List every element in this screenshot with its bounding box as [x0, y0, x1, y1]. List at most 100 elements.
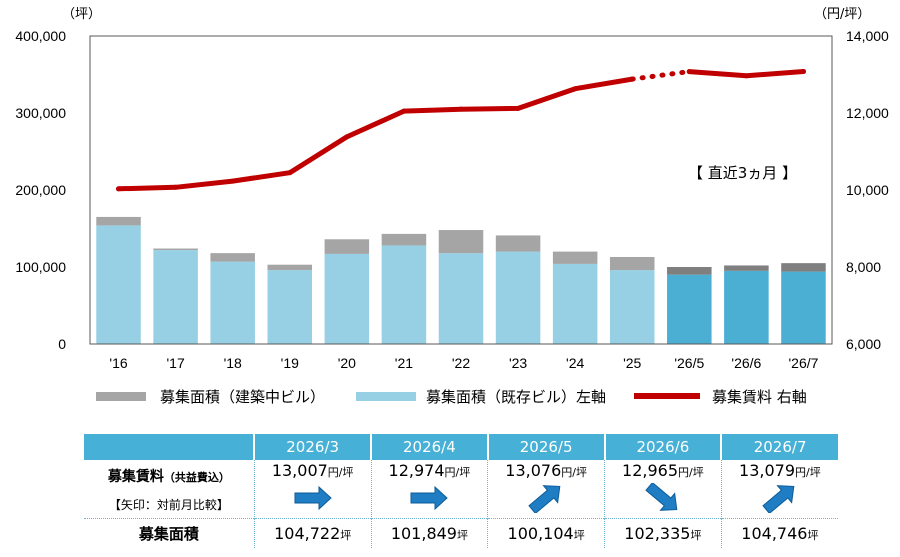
table-header-blank — [84, 434, 256, 460]
rent-value: 12,974 — [388, 460, 445, 480]
left-tick-label: 0 — [58, 336, 66, 352]
x-tick-label: '20 — [338, 355, 356, 371]
table-header-month: 2026/6 — [604, 434, 723, 460]
bar-construction — [324, 239, 370, 254]
up-arrow-icon — [762, 484, 795, 514]
rent-line-gap — [629, 69, 692, 82]
recent-months-table: 2026/3 2026/4 2026/5 2026/6 2026/7 募集賃料（… — [84, 434, 838, 548]
x-tick-label: '17 — [166, 355, 184, 371]
area-unit: 坪 — [456, 528, 468, 542]
right-tick-label: 6,000 — [846, 336, 881, 352]
rent-value-line: 12,965円/坪 — [605, 461, 721, 480]
rent-value-line: 13,076円/坪 — [488, 461, 604, 480]
plot-frame — [89, 35, 833, 345]
rent-unit: 円/坪 — [678, 465, 704, 479]
legend-swatch-rent — [634, 393, 700, 399]
left-tick-label: 100,000 — [15, 259, 66, 275]
flat-arrow-icon — [410, 485, 449, 510]
table-header-month: 2026/4 — [371, 434, 489, 460]
bar-construction — [495, 235, 541, 252]
x-tick-label: '21 — [395, 355, 413, 371]
rent-point — [344, 134, 350, 140]
area-unit: 坪 — [807, 528, 819, 542]
left-tick-label: 200,000 — [15, 182, 66, 198]
legend-swatch-construction — [96, 392, 146, 401]
x-tick-label: '25 — [623, 355, 641, 371]
legend-swatch-existing — [356, 392, 416, 401]
area-value: 104,722 — [274, 523, 341, 543]
legend: 募集面積（建築中ビル） 募集面積（既存ビル）左軸 募集賃料 右軸 — [96, 388, 807, 406]
bar-existing — [324, 253, 370, 344]
bar-construction — [267, 264, 313, 271]
x-tick-label: '22 — [452, 355, 470, 371]
legend-label-rent: 募集賃料 右軸 — [712, 388, 807, 406]
rent-value: 13,079 — [739, 460, 795, 480]
rent-point — [173, 184, 179, 190]
flat-arrow-icon — [294, 485, 332, 510]
bar-existing — [153, 250, 198, 344]
rent-point — [401, 108, 407, 114]
rent-value: 12,965 — [622, 460, 678, 480]
rent-unit: 円/坪 — [444, 465, 471, 479]
x-tick-label: '18 — [224, 355, 242, 371]
rent-point — [458, 106, 464, 112]
bar-construction — [96, 216, 141, 226]
rent-unit: 円/坪 — [327, 465, 354, 479]
area-row-label: 募集面積 — [84, 517, 255, 548]
up-arrow-icon — [528, 484, 561, 514]
area-value: 101,849 — [390, 523, 457, 543]
rent-point — [116, 186, 122, 192]
rent-cell: 13,007円/坪 — [253, 460, 372, 518]
right-tick-label: 14,000 — [846, 28, 889, 44]
bar-construction — [210, 253, 255, 262]
rent-point — [287, 170, 293, 176]
bar-existing — [667, 274, 712, 344]
area-value: 104,746 — [741, 523, 808, 543]
rent-label-note: （共益費込） — [163, 471, 230, 485]
bar-construction — [667, 267, 712, 275]
rent-label: 募集賃料 — [107, 469, 164, 486]
left-axis-unit: （坪） — [62, 7, 101, 22]
left-tick-label: 400,000 — [15, 28, 66, 44]
rent-value-line: 12,974円/坪 — [372, 461, 488, 480]
area-value: 102,335 — [624, 523, 691, 543]
rent-point — [800, 68, 806, 74]
rent-line-annual — [116, 76, 635, 192]
x-tick-label: '19 — [281, 355, 299, 371]
area-cell: 100,104坪 — [487, 517, 605, 548]
bar-existing — [96, 225, 141, 344]
legend-label-construction: 募集面積（建築中ビル） — [160, 388, 325, 406]
area-unit: 坪 — [690, 528, 702, 542]
left-tick-label: 300,000 — [15, 105, 66, 121]
area-cell: 102,335坪 — [604, 517, 722, 548]
area-unit: 坪 — [573, 528, 585, 542]
area-unit: 坪 — [340, 528, 352, 542]
rent-point — [572, 86, 578, 92]
bar-construction — [552, 251, 598, 264]
bar-construction — [153, 248, 198, 251]
x-tick-label: '24 — [566, 355, 584, 371]
arrow-legend-label: 【矢印：対前月比較】 — [108, 498, 229, 513]
bar-construction — [781, 263, 826, 272]
x-tick-label: '26/6 — [731, 355, 761, 371]
rent-value: 13,076 — [505, 460, 562, 480]
bar-existing — [381, 245, 427, 344]
rent-point — [686, 69, 692, 75]
rent-point — [230, 178, 236, 184]
down-arrow-icon — [645, 481, 678, 511]
area-value: 100,104 — [507, 523, 574, 543]
bar-existing — [267, 270, 313, 344]
x-tick-label: '23 — [509, 355, 527, 371]
right-tick-label: 8,000 — [846, 259, 881, 275]
x-tick-label: '16 — [109, 355, 127, 371]
recent-months-note: 【 直近3ヵ月 】 — [688, 164, 797, 182]
x-tick-label: '26/5 — [674, 355, 704, 371]
rent-value-line: 13,007円/坪 — [255, 461, 371, 480]
rent-value-line: 13,079円/坪 — [722, 461, 838, 480]
rent-point — [743, 73, 749, 79]
rent-unit: 円/坪 — [561, 465, 587, 479]
bar-construction — [724, 265, 769, 271]
bar-existing — [438, 253, 484, 344]
bar-existing — [609, 270, 655, 344]
rent-unit: 円/坪 — [795, 465, 821, 479]
